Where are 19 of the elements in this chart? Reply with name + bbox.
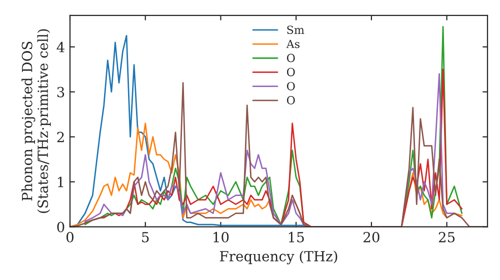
y-axis-title: Phonon projected DOS (States/THz·primitive cell) — [22, 29, 51, 213]
y-tick-label: 4 — [56, 42, 64, 52]
x-tick-label: 20 — [364, 232, 380, 242]
y-tick-label: 2 — [57, 132, 64, 142]
x-tick-label: 15 — [288, 232, 304, 242]
x-axis-title: Frequency (THz) — [220, 250, 338, 264]
legend-label: O — [286, 96, 295, 104]
x-tick-label: 0 — [66, 232, 74, 242]
legend-label: O — [286, 54, 295, 62]
legend-label: O — [286, 68, 295, 76]
x-tick-label: 25 — [438, 232, 455, 242]
legend-label: Sm — [287, 26, 304, 34]
y-tick-label: 0 — [57, 222, 64, 232]
x-tick-label: 5 — [142, 232, 149, 242]
legend-label: As — [286, 40, 300, 48]
x-tick-label: 10 — [214, 232, 229, 242]
y-tick-label: 3 — [57, 86, 64, 98]
legend-label: O — [286, 82, 295, 90]
y-tick-label: 1 — [58, 176, 64, 188]
